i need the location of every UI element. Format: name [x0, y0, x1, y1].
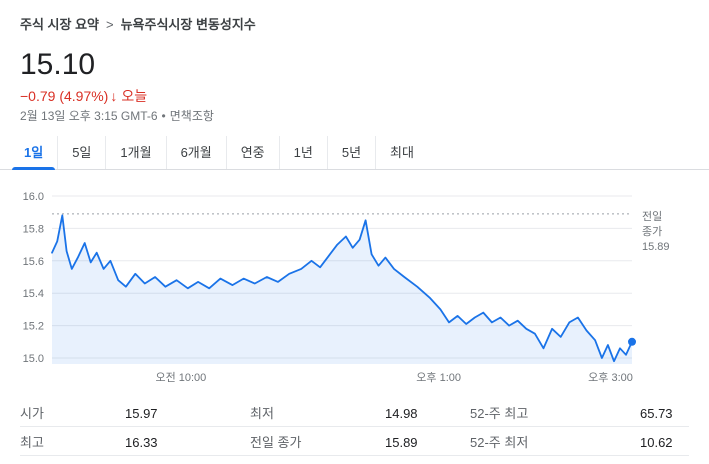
- arrow-down-icon: ↓: [110, 88, 118, 104]
- breadcrumb-market-summary-link[interactable]: 주식 시장 요약: [20, 17, 99, 32]
- svg-text:오후 3:00: 오후 3:00: [588, 371, 633, 384]
- stat-value: 65.73: [640, 405, 673, 421]
- svg-text:15.8: 15.8: [23, 223, 44, 235]
- svg-text:15.0: 15.0: [23, 353, 44, 365]
- svg-text:15.6: 15.6: [23, 256, 44, 268]
- stats-row-2: 최고 16.33 전일 종가 15.89 52-주 최저 10.62: [20, 427, 689, 456]
- stat-low: 최저 14.98: [250, 403, 470, 422]
- svg-text:15.2: 15.2: [23, 321, 44, 333]
- current-price: 15.10: [20, 48, 96, 81]
- tab-1year[interactable]: 1년: [278, 136, 327, 169]
- stat-52wk-low: 52-주 최저 10.62: [470, 432, 689, 451]
- stats-row-1: 시가 15.97 최저 14.98 52-주 최고 65.73: [20, 398, 689, 427]
- stat-52wk-high: 52-주 최고 65.73: [470, 403, 689, 422]
- breadcrumb-separator: >: [105, 17, 114, 32]
- bullet-separator: •: [161, 109, 166, 123]
- price-row: 15.10: [0, 47, 709, 83]
- stat-value: 10.62: [640, 434, 673, 450]
- quote-meta-row: 2월 13일 오후 3:15 GMT-6 • 면책조항: [0, 109, 709, 124]
- stat-label: 최저: [250, 405, 274, 421]
- quote-timestamp: 2월 13일 오후 3:15 GMT-6: [20, 109, 158, 123]
- svg-text:오후 1:00: 오후 1:00: [416, 371, 461, 384]
- key-stats-table: 시가 15.97 최저 14.98 52-주 최고 65.73 최고 16.33 전일 …: [0, 398, 709, 456]
- breadcrumb: 주식 시장 요약 > 뉴욕주식시장 변동성지수: [0, 16, 709, 33]
- stat-prev-close: 전일 종가 15.89: [250, 432, 470, 451]
- svg-text:전일: 전일: [642, 209, 662, 223]
- time-range-tabs: 1일 5일 1개월 6개월 연중 1년 5년 최대: [0, 136, 709, 170]
- stat-label: 전일 종가: [250, 434, 302, 450]
- stat-label: 52-주 최저: [470, 434, 529, 450]
- change-period-label: 오늘: [121, 88, 148, 104]
- disclaimer-link[interactable]: 면책조항: [169, 109, 214, 123]
- svg-text:15.4: 15.4: [23, 288, 44, 300]
- stat-value: 15.89: [385, 434, 418, 450]
- tab-max[interactable]: 최대: [375, 136, 428, 169]
- tab-1month[interactable]: 1개월: [105, 136, 165, 169]
- stat-label: 52-주 최고: [470, 405, 529, 421]
- svg-text:종가: 종가: [642, 225, 662, 238]
- tab-1day[interactable]: 1일: [10, 136, 57, 170]
- stat-open: 시가 15.97: [20, 403, 250, 422]
- price-change-row: −0.79 (4.97%) ↓ 오늘: [0, 87, 709, 105]
- tab-5day[interactable]: 5일: [57, 136, 105, 169]
- stat-high: 최고 16.33: [20, 432, 250, 451]
- svg-text:15.89: 15.89: [642, 241, 670, 253]
- stat-value: 16.33: [125, 434, 158, 450]
- tab-5year[interactable]: 5년: [326, 136, 375, 169]
- tab-ytd[interactable]: 연중: [225, 136, 279, 169]
- stat-label: 최고: [20, 434, 44, 450]
- tab-6month[interactable]: 6개월: [165, 136, 226, 169]
- breadcrumb-current: 뉴욕주식시장 변동성지수: [120, 17, 256, 32]
- svg-text:16.0: 16.0: [23, 191, 44, 203]
- svg-text:오전 10:00: 오전 10:00: [155, 371, 206, 384]
- price-change: −0.79 (4.97%): [20, 88, 109, 104]
- stat-value: 15.97: [125, 405, 158, 421]
- stat-label: 시가: [20, 405, 44, 421]
- stat-value: 14.98: [385, 405, 418, 421]
